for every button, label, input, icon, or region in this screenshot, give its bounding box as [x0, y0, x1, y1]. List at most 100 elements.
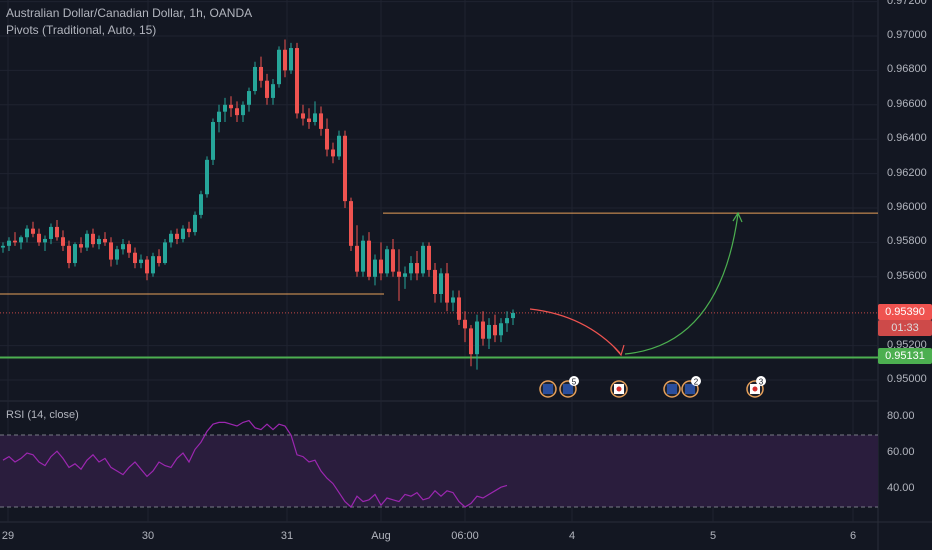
price-tick-label: 0.96800 — [887, 63, 927, 76]
candle — [301, 104, 305, 126]
candle — [493, 314, 497, 343]
time-tick-label: 29 — [1, 530, 15, 542]
candle-body — [181, 228, 185, 239]
candle — [445, 263, 449, 312]
candle-body — [415, 263, 419, 274]
candle-body — [37, 233, 41, 243]
up-projection-arrowhead — [732, 211, 743, 223]
rsi-tick-label: 80.00 — [887, 410, 915, 422]
candle — [247, 87, 251, 112]
event-count-badge — [756, 376, 766, 386]
candle — [19, 235, 23, 250]
candle-body — [217, 111, 221, 122]
candle-body — [469, 328, 473, 355]
candle — [307, 108, 311, 129]
event-marker: 2 — [663, 376, 701, 398]
up-projection-path — [624, 213, 739, 355]
candle — [55, 220, 59, 241]
candle — [475, 314, 479, 370]
event-count: 3 — [759, 378, 764, 387]
candle-body — [361, 240, 365, 272]
candle — [139, 254, 143, 269]
candle-body — [109, 242, 113, 260]
candle-body — [13, 240, 17, 243]
event-count: 2 — [694, 378, 699, 387]
candle — [211, 118, 215, 165]
candle-body — [25, 228, 29, 238]
candle-body — [223, 104, 227, 112]
candle — [373, 254, 377, 286]
candle-body — [163, 242, 167, 264]
down-projection-arrowhead — [613, 344, 625, 357]
symbol-title[interactable]: Australian Dollar/Canadian Dollar, 1h, O… — [6, 6, 253, 20]
candle-body — [421, 245, 425, 274]
event-marker — [610, 380, 628, 398]
candle — [91, 228, 95, 248]
candle-body — [481, 321, 485, 339]
candle — [397, 249, 401, 301]
candle-body — [127, 244, 131, 253]
pivots-indicator-label[interactable]: Pivots (Traditional, Auto, 15) — [6, 23, 157, 37]
event-marker: 5 — [539, 376, 579, 398]
candle-body — [463, 319, 467, 329]
au-flag-field — [667, 384, 677, 394]
candle-body — [157, 256, 161, 264]
candle-body — [91, 233, 95, 245]
candle-body — [301, 113, 305, 119]
candle — [343, 130, 347, 208]
candles — [1, 39, 515, 370]
candle-body — [403, 273, 407, 277]
candle — [481, 311, 485, 346]
price-tick-label: 0.97200 — [887, 0, 927, 7]
price-tick-label: 0.97000 — [887, 29, 927, 41]
candle-body — [325, 128, 329, 150]
candle-body — [151, 256, 155, 274]
candle — [13, 232, 17, 246]
candle-body — [355, 245, 359, 272]
support-price-tag: 0.95131 — [878, 348, 932, 364]
candle — [127, 240, 131, 258]
candle — [403, 266, 407, 289]
candle — [283, 39, 287, 78]
candle-body — [193, 214, 197, 233]
candle — [511, 309, 515, 325]
candle — [427, 242, 431, 277]
price-tick-label: 0.96400 — [887, 132, 927, 145]
candle — [7, 237, 11, 251]
candle-body — [511, 312, 515, 319]
candle-body — [457, 297, 461, 320]
candle-body — [265, 80, 269, 98]
candle — [181, 225, 185, 243]
candle-body — [97, 238, 101, 245]
candle-body — [121, 244, 125, 250]
candle-body — [169, 233, 173, 243]
rsi-indicator-label[interactable]: RSI (14, close) — [6, 409, 79, 421]
price-tick-label: 0.96600 — [887, 97, 927, 110]
candle — [25, 225, 29, 243]
candle — [193, 211, 197, 236]
down-projection-path — [529, 308, 621, 354]
candle-body — [49, 226, 53, 239]
candle — [235, 101, 239, 122]
price-tick-label: 0.96000 — [887, 201, 927, 213]
time-tick-label: 4 — [568, 530, 576, 542]
candle — [199, 190, 203, 219]
candle — [31, 221, 35, 238]
candle-body — [319, 113, 323, 129]
candle-body — [409, 263, 413, 274]
candle — [379, 242, 383, 281]
candle-body — [133, 252, 137, 264]
candle-body — [19, 237, 23, 243]
au-flag-field — [543, 384, 553, 394]
candle-body — [139, 259, 143, 264]
price-tick-label: 0.95000 — [887, 373, 927, 385]
candle — [223, 97, 227, 122]
ca-flag-leaf — [616, 386, 622, 392]
time-tick-label: 30 — [141, 530, 155, 542]
candle — [67, 240, 71, 269]
candle — [37, 228, 41, 246]
candle — [325, 118, 329, 157]
candle-body — [451, 297, 455, 303]
candle-body — [199, 194, 203, 215]
